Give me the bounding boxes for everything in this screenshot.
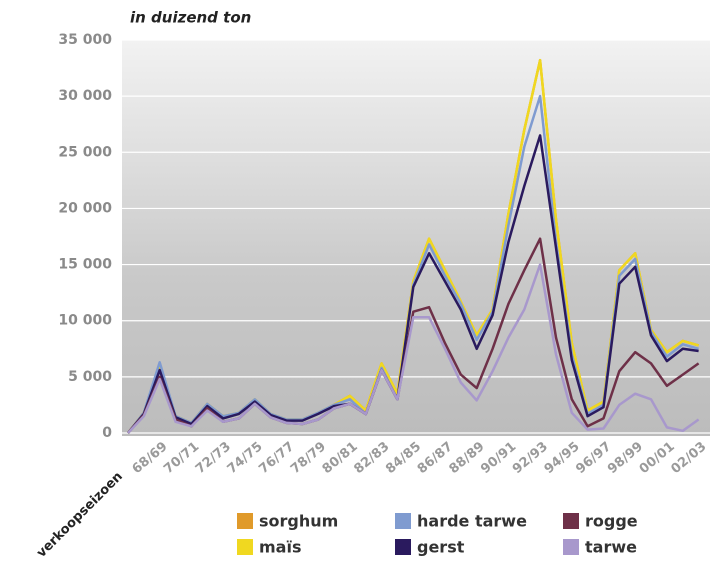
- legend-label: gerst: [417, 538, 465, 557]
- x-tick-label: 82/83: [351, 439, 392, 477]
- chart-title: in duizend ton: [130, 9, 251, 27]
- x-tick-label: 80/81: [320, 439, 361, 477]
- x-tick-label: 78/79: [288, 439, 329, 477]
- legend-swatch: [237, 539, 253, 555]
- x-tick-label: 90/91: [478, 439, 519, 477]
- y-tick-label: 25 000: [58, 144, 112, 160]
- legend-swatch: [395, 539, 411, 555]
- x-tick-label: 70/71: [161, 439, 202, 477]
- legend-label: tarwe: [585, 538, 637, 557]
- legend-swatch: [395, 513, 411, 529]
- x-tick-label: 86/87: [415, 439, 456, 477]
- y-tick-label: 35 000: [58, 32, 112, 48]
- x-tick-label: 00/01: [637, 439, 678, 477]
- legend-swatch: [563, 539, 579, 555]
- y-tick-label: 30 000: [58, 88, 112, 104]
- legend-swatch: [237, 513, 253, 529]
- legend-label: harde tarwe: [417, 512, 527, 531]
- x-axis-label: verkoopseizoen: [34, 469, 126, 561]
- y-tick-label: 0: [102, 425, 112, 441]
- y-tick-label: 20 000: [58, 200, 112, 216]
- x-tick-label: 74/75: [225, 439, 266, 477]
- legend-label: maïs: [259, 538, 301, 557]
- y-tick-label: 15 000: [58, 257, 112, 273]
- legend-label: rogge: [585, 512, 638, 531]
- x-tick-label: 94/95: [542, 439, 583, 477]
- x-tick-label: 84/85: [383, 439, 424, 477]
- y-tick-label: 5 000: [68, 369, 112, 385]
- y-tick-label: 10 000: [58, 313, 112, 329]
- x-tick-label: 02/03: [668, 439, 709, 477]
- x-tick-label: 96/97: [573, 439, 614, 477]
- legend-swatch: [563, 513, 579, 529]
- chart: in duizend ton verkoopseizoen 0 5 000 10 0…: [0, 0, 710, 564]
- x-tick-label: 88/89: [447, 439, 488, 477]
- x-tick-label: 76/77: [256, 439, 297, 477]
- x-tick-label: 72/73: [193, 439, 234, 477]
- x-tick-label: 98/99: [605, 439, 646, 477]
- legend-label: sorghum: [259, 512, 338, 531]
- x-tick-label: 92/93: [510, 439, 551, 477]
- x-tick-label: 68/69: [130, 439, 171, 477]
